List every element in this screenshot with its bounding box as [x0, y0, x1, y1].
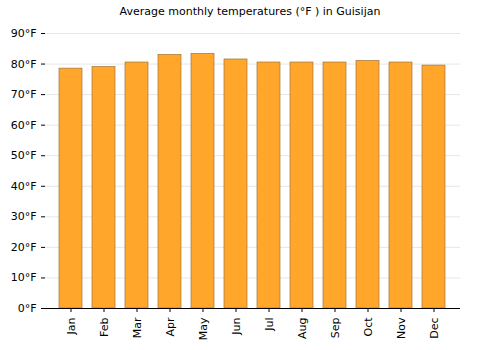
svg-text:Dec: Dec [428, 318, 441, 339]
svg-text:0°F: 0°F [18, 302, 37, 315]
svg-text:10°F: 10°F [11, 271, 37, 284]
svg-text:Feb: Feb [98, 317, 111, 336]
svg-text:30°F: 30°F [11, 210, 37, 223]
svg-text:Mar: Mar [131, 317, 144, 338]
svg-text:Jul: Jul [263, 318, 276, 332]
html-text:Average monthly temperatures (: Average monthly temperatures (°F ) in Gu… [119, 5, 381, 18]
svg-text:Sep: Sep [329, 317, 342, 338]
svg-text:May: May [197, 317, 210, 340]
svg-text:Nov: Nov [395, 317, 408, 339]
svg-text:Jan: Jan [65, 317, 78, 335]
svg-text:50°F: 50°F [11, 149, 37, 162]
svg-text:60°F: 60°F [11, 119, 37, 132]
svg-text:Oct: Oct [362, 317, 375, 337]
svg-text:90°F: 90°F [11, 27, 37, 40]
svg-text:Apr: Apr [164, 317, 177, 337]
svg-text:70°F: 70°F [11, 88, 37, 101]
svg-text:40°F: 40°F [11, 180, 37, 193]
svg-text:Aug: Aug [296, 318, 309, 339]
svg-text:Jun: Jun [230, 317, 243, 335]
svg-text:20°F: 20°F [11, 241, 37, 254]
svg-text:80°F: 80°F [11, 58, 37, 71]
